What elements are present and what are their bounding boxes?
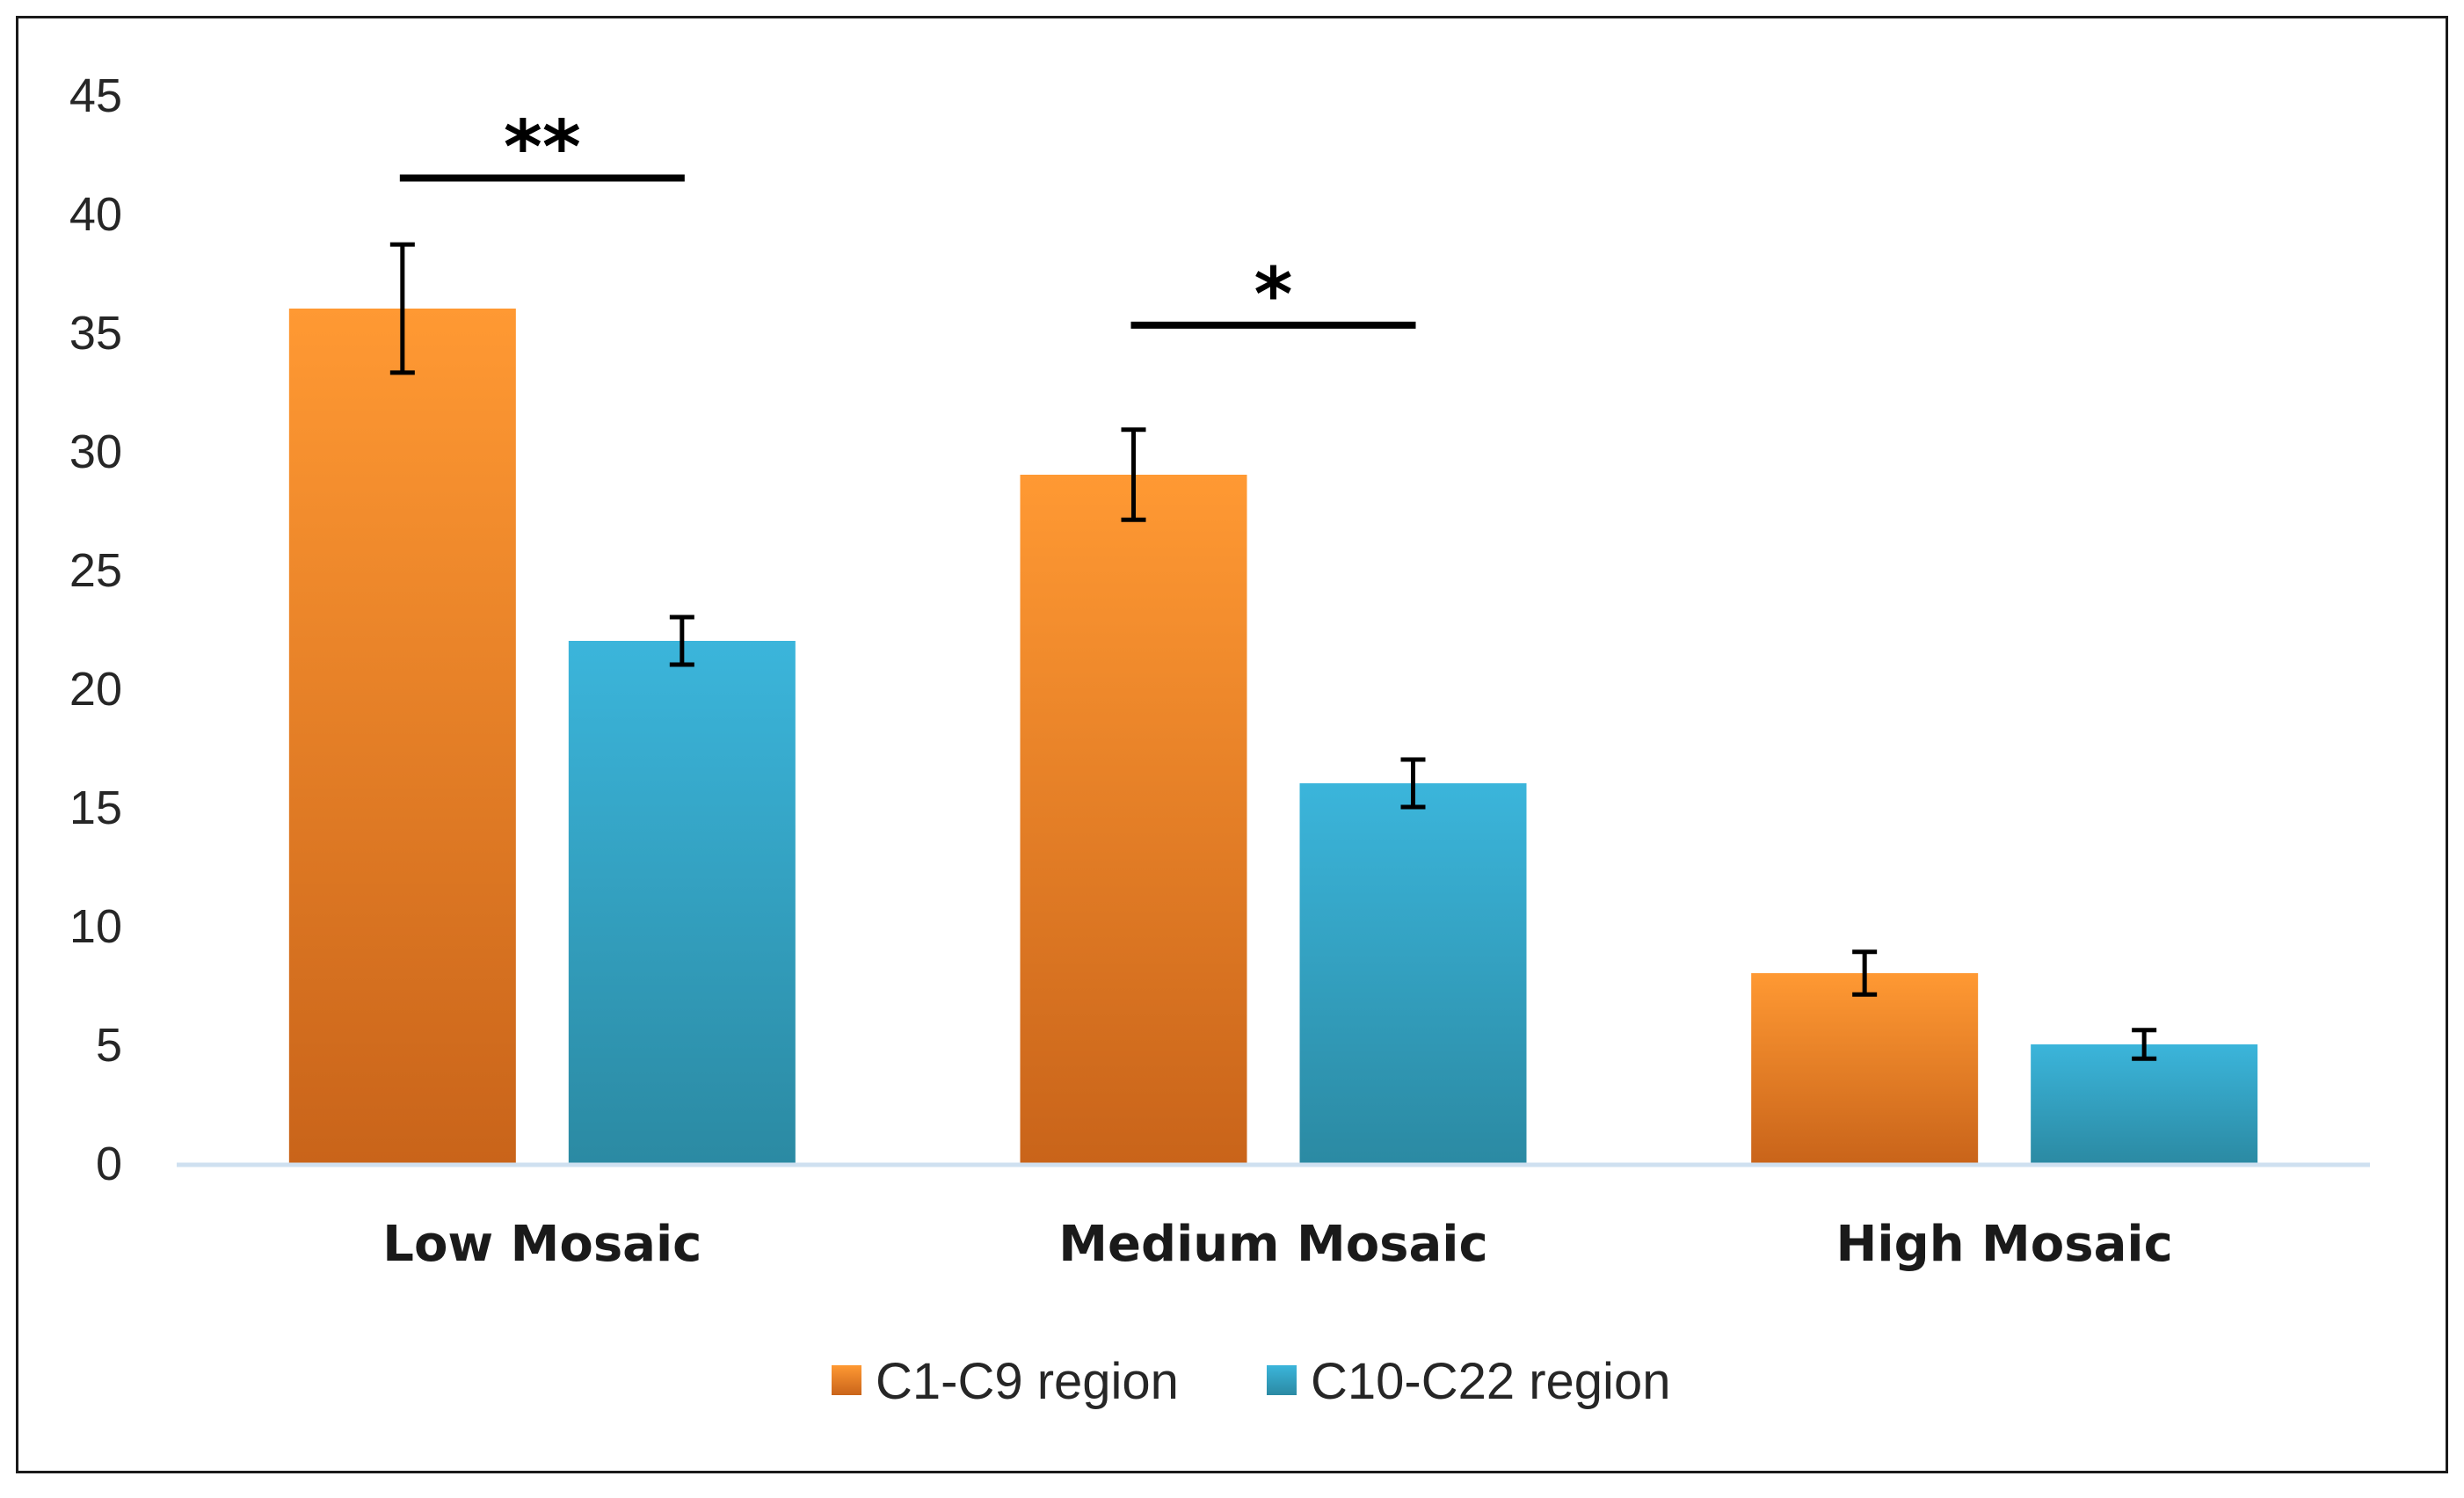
bar-low-mosaic-c1-c9-region (288, 309, 516, 1163)
category-label-medium-mosaic: Medium Mosaic (1058, 1216, 1487, 1273)
legend: C1-C9 region C10-C22 region (832, 1353, 1670, 1410)
category-labels: Low Mosaic Medium Mosaic High Mosaic (382, 1216, 2173, 1273)
y-tick-label: 45 (69, 69, 122, 122)
y-tick-label: 20 (69, 663, 122, 716)
bar-chart: 0 5 10 15 20 25 30 35 40 45 Low Mosaic Medium Mosa… (69, 69, 2370, 1410)
y-axis-ticks: 0 5 10 15 20 25 30 35 40 45 (69, 69, 122, 1190)
error-bar-high-mosaic-c10-c22-region (2132, 1028, 2157, 1061)
y-tick-label: 5 (96, 1019, 122, 1072)
legend-item-c1-c9-region: C1-C9 region (832, 1353, 1179, 1410)
significance-marker: ** (504, 105, 581, 191)
significance-medium-mosaic: * (1130, 251, 1416, 338)
y-tick-label: 10 (69, 900, 122, 953)
error-bar-medium-mosaic-c10-c22-region (1400, 757, 1426, 810)
y-tick-label: 15 (69, 782, 122, 834)
legend-swatch (1267, 1365, 1297, 1395)
y-tick-label: 25 (69, 544, 122, 597)
error-bar-medium-mosaic-c1-c9-region (1121, 427, 1146, 522)
bar-medium-mosaic-c10-c22-region (1299, 783, 1527, 1163)
legend-swatch (832, 1365, 861, 1395)
legend-item-c10-c22-region: C10-C22 region (1267, 1353, 1670, 1410)
y-tick-label: 30 (69, 425, 122, 478)
bars (288, 309, 2258, 1163)
category-label-high-mosaic: High Mosaic (1836, 1216, 2173, 1273)
error-bar-high-mosaic-c1-c9-region (1852, 949, 1878, 997)
y-tick-label: 40 (69, 188, 122, 241)
significance-annotations: *** (399, 105, 1416, 338)
bar-high-mosaic-c1-c9-region (1751, 973, 1979, 1163)
significance-low-mosaic: ** (399, 105, 685, 191)
y-tick-label: 0 (96, 1138, 122, 1190)
y-tick-label: 35 (69, 307, 122, 360)
error-bar-low-mosaic-c10-c22-region (669, 614, 694, 667)
chart-frame: 0 5 10 15 20 25 30 35 40 45 Low Mosaic Medium Mosa… (16, 16, 2448, 1473)
error-bar-low-mosaic-c1-c9-region (389, 242, 415, 375)
bar-low-mosaic-c10-c22-region (568, 641, 796, 1163)
category-label-low-mosaic: Low Mosaic (382, 1216, 701, 1273)
error-bars (389, 242, 2157, 1061)
bar-high-mosaic-c10-c22-region (2031, 1044, 2258, 1163)
legend-label: C10-C22 region (1311, 1353, 1670, 1410)
significance-marker: * (1254, 251, 1293, 338)
bar-medium-mosaic-c1-c9-region (1020, 475, 1247, 1163)
legend-label: C1-C9 region (876, 1353, 1179, 1410)
